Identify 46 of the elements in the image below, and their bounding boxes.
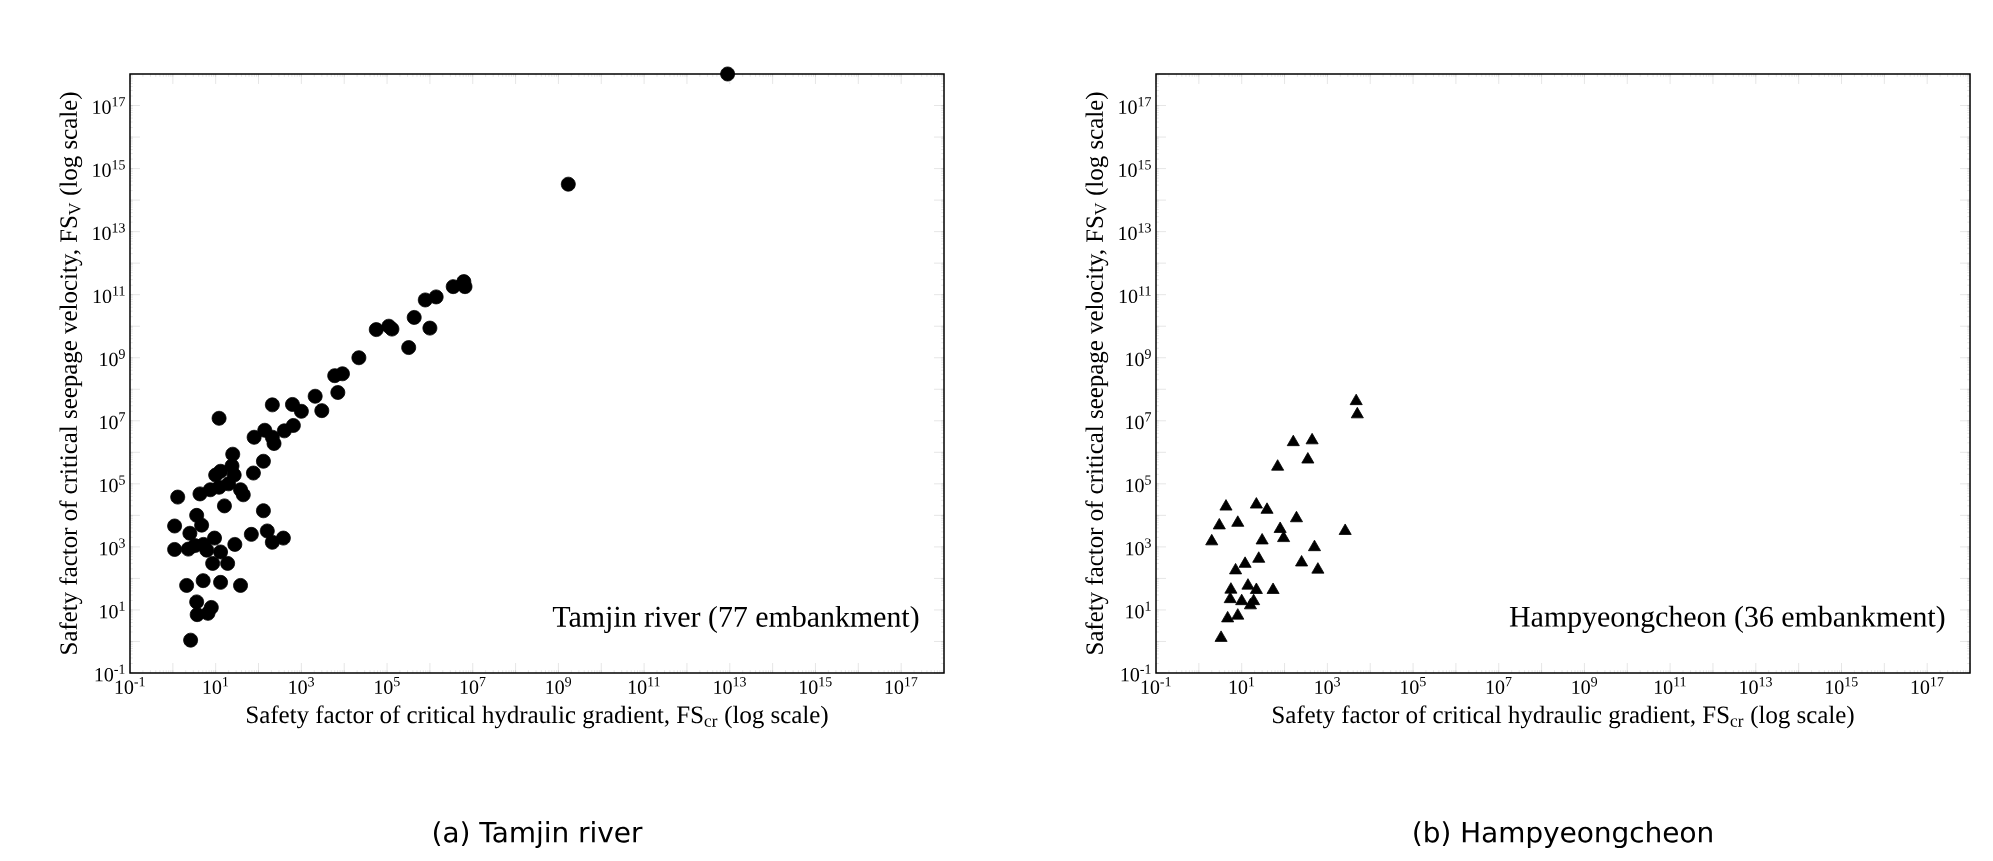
y-tick-label: 10$^{15}$ [93,160,125,178]
x-tick-label: 10$^{1}$ [203,677,229,694]
y-tick-label: 10$^{17}$ [93,97,126,114]
y-axis-title: Safety factor of critical seepage velocity, FS$_{V}$ (log scale) [1085,92,1109,654]
y-axis-title: Safety factor of critical seepage velocity, FS$_{V}$ (log scale) [59,92,83,654]
x-tick-label: 10$^{9}$ [1572,677,1598,694]
y-tick-label: 10$^{1}$ [100,601,125,619]
x-tick-label: 10$^{7}$ [1486,677,1512,694]
y-tick-label: 10$^{7}$ [100,412,126,430]
text: (a) Tamjin river [433,821,643,849]
x-tick-label: 10$^{17}$ [1911,677,1944,694]
x-tick-label: 10$^{11}$ [1654,677,1686,694]
y-tick-label: 10$^{9}$ [100,349,125,367]
y-tick-label: 10$^{13}$ [93,223,125,241]
y-tick-label: 10$^{3}$ [1126,538,1151,556]
x-tick-label: 10$^{3}$ [1315,677,1341,694]
y-tick-label: 10$^{1}$ [1126,601,1151,619]
x-tick-label: 10$^{9}$ [546,677,572,694]
x-tick-label: 10$^{1}$ [1229,677,1255,694]
text: (b) Hampyeongcheon [1414,821,1712,849]
y-tick-label: 10$^{13}$ [1119,223,1151,241]
x-tick-label: 10$^{-1}$ [1141,677,1171,694]
y-tick-label: 10$^{15}$ [1119,160,1151,178]
y-tick-label: 10$^{9}$ [1126,349,1151,367]
x-tick-label: 10$^{7}$ [460,677,486,694]
y-tick-label: 10$^{5}$ [100,475,125,493]
x-tick-label: 10$^{15}$ [1826,677,1858,694]
y-tick-label: 10$^{17}$ [1119,97,1152,114]
x-tick-label: 10$^{-1}$ [115,677,145,694]
annotation: Tamjin river (77 embankment) [552,605,919,633]
x-tick-label: 10$^{15}$ [800,677,832,694]
x-tick-label: 10$^{5}$ [1401,677,1426,694]
x-tick-label: 10$^{13}$ [714,677,746,694]
x-tick-label: 10$^{3}$ [289,677,315,694]
y-tick-label: 10$^{7}$ [1126,412,1152,430]
x-tick-label: 10$^{17}$ [885,677,918,694]
y-tick-label: 10$^{3}$ [100,538,125,556]
x-tick-label: 10$^{5}$ [375,677,400,694]
y-tick-label: 10$^{11}$ [93,286,125,304]
x-axis-title: Safety factor of critical hydraulic gradient, FS$_{cr}$ (log scale) [1273,705,1854,729]
y-tick-label: 10$^{5}$ [1126,475,1151,493]
x-tick-label: 10$^{11}$ [628,677,660,694]
annotation: Hampyeongcheon (36 embankment) [1509,605,1945,633]
x-axis-title: Safety factor of critical hydraulic gradient, FS$_{cr}$ (log scale) [247,705,828,729]
y-tick-label: 10$^{11}$ [1119,286,1151,304]
x-tick-label: 10$^{13}$ [1740,677,1772,694]
